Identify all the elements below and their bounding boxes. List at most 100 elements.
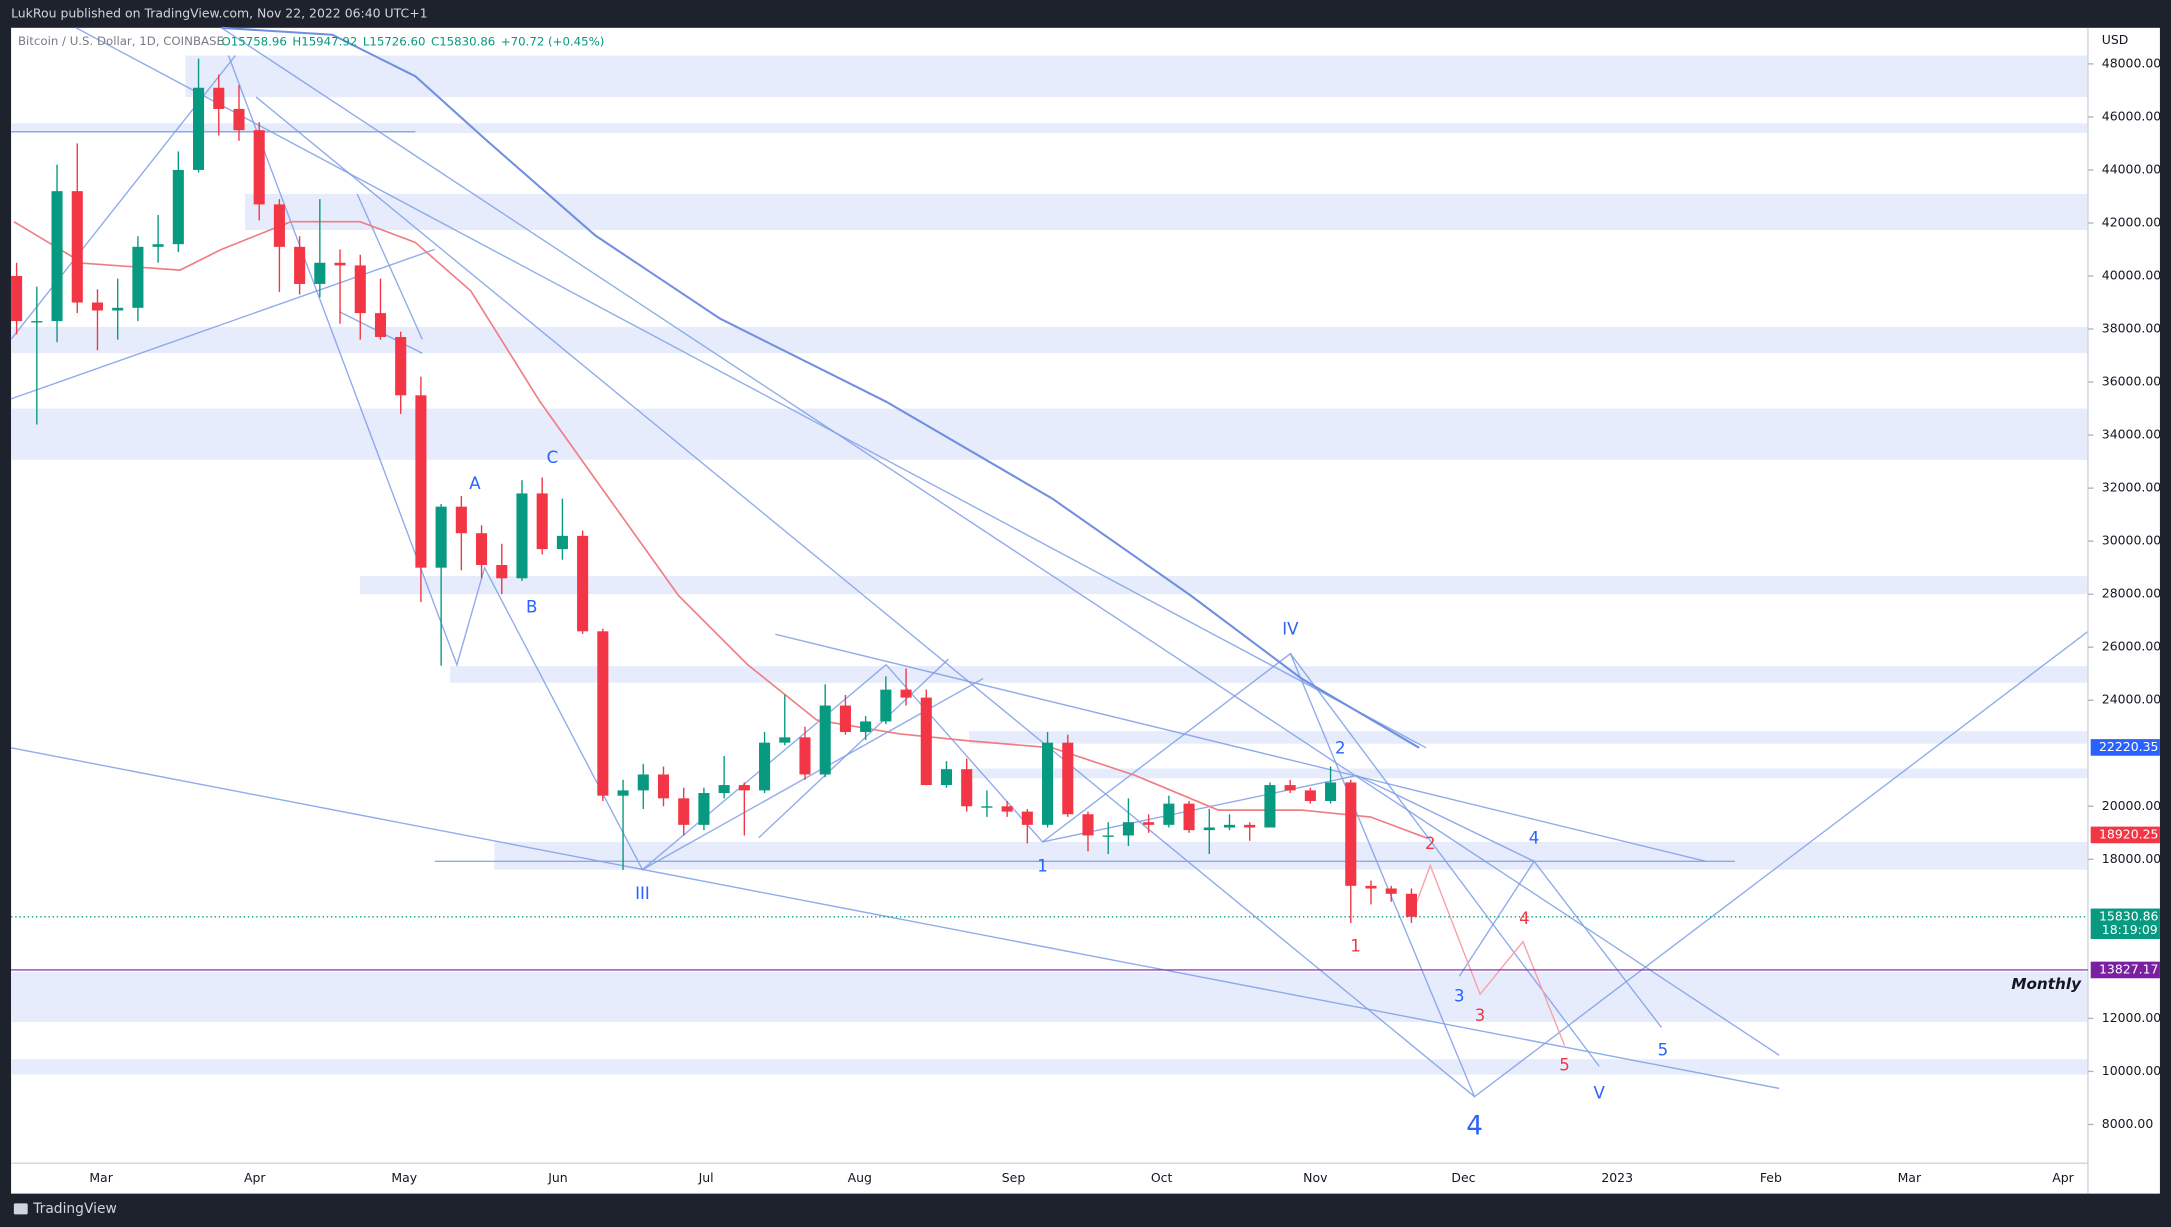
annotation: 4 (1529, 829, 1540, 848)
annotation: 5 (1559, 1056, 1570, 1075)
annotation: 2 (1425, 834, 1436, 853)
trendline (255, 96, 1476, 1098)
candle-body (455, 506, 467, 534)
candle-body (71, 191, 83, 303)
price-label-box (2090, 826, 2160, 844)
y-tick-label: 44000.00 (2102, 161, 2161, 176)
wave-path (1042, 774, 1663, 1028)
zone (969, 768, 2088, 779)
annotation: 1 (1350, 937, 1361, 956)
x-tick-label: 2023 (1601, 1170, 1633, 1185)
candle-body (718, 785, 730, 794)
x-tick-label: Mar (1898, 1170, 1922, 1185)
candle-body (637, 774, 649, 791)
annotation: 1 (1037, 856, 1048, 875)
x-tick-label: Mar (89, 1170, 113, 1185)
y-tick-label: 30000.00 (2102, 533, 2161, 548)
candle-body (597, 631, 609, 796)
annotation: 4 (1466, 1112, 1483, 1142)
candle-body (213, 87, 225, 109)
y-tick-label: 12000.00 (2102, 1010, 2161, 1025)
trendline (356, 193, 423, 340)
candle-body (1203, 827, 1215, 831)
candle-body (1122, 822, 1134, 836)
candle-body (152, 244, 164, 247)
publisher: LukRou published on TradingView.com, Nov… (11, 5, 428, 20)
candle-body (940, 769, 953, 786)
candle-body (880, 689, 892, 722)
candle-body (1365, 885, 1377, 889)
candle-body (1042, 742, 1054, 825)
candle-body (294, 246, 306, 284)
y-tick-label: 28000.00 (2102, 586, 2161, 601)
zone (185, 55, 2088, 98)
ohlc-legend: O15758.96 H15947.92 L15726.60 C15830.86 +70.… (222, 34, 605, 48)
candle-body (132, 246, 144, 308)
candle-body (839, 705, 851, 733)
candle-body (1325, 782, 1337, 801)
candle-body (779, 737, 791, 743)
candle-body (1102, 835, 1114, 837)
zone (11, 408, 2088, 460)
annotation: III (635, 884, 650, 903)
annotation: 3 (1475, 1006, 1486, 1025)
candle-body (395, 336, 407, 396)
zone (449, 666, 2088, 683)
moving-average (13, 220, 1427, 839)
trendline (775, 633, 1706, 863)
candle-body (1345, 782, 1357, 886)
ohlc-value: O15758.96 (222, 34, 287, 48)
candle-body (91, 302, 104, 311)
x-tick-label: Feb (1760, 1170, 1782, 1185)
zones (11, 55, 2088, 1075)
annotation: V (1593, 1083, 1605, 1102)
annotation: A (469, 474, 481, 493)
y-tick-label: 24000.00 (2102, 692, 2161, 707)
candle-body (1062, 742, 1074, 815)
price-label-box (2090, 739, 2160, 756)
trendline (75, 27, 1427, 749)
candle-body (253, 130, 265, 205)
candle-body (112, 307, 124, 311)
x-tick-label: Apr (244, 1170, 266, 1185)
zone (11, 972, 2088, 1022)
candle-body (1021, 811, 1033, 825)
candle-body (617, 790, 629, 796)
candle-body (233, 108, 245, 131)
zone (11, 326, 2088, 354)
ohlc-value: H15947.92 (292, 34, 357, 48)
price-label: 15830.86 (2099, 908, 2158, 923)
candle-body (1264, 785, 1276, 828)
y-tick-label: 34000.00 (2102, 427, 2161, 442)
annotation: 2 (1335, 739, 1346, 758)
y-tick-label: 38000.00 (2102, 321, 2161, 336)
candle-body (334, 262, 346, 266)
zone (359, 576, 2088, 595)
candle-body (759, 742, 771, 791)
y-tick-label: 10000.00 (2102, 1063, 2161, 1078)
candle-body (1244, 824, 1256, 828)
price-label-box (2090, 961, 2160, 979)
candle-body (1163, 803, 1175, 825)
annotation: 5 (1658, 1041, 1669, 1060)
annotations: A C B III IV 2 1 2 4 4 1 3 3 5 5 V 4 Mon… (469, 448, 2082, 1142)
annotation: Monthly (2011, 975, 2082, 993)
y-tick-label: 42000.00 (2102, 214, 2161, 229)
candle-body (172, 169, 184, 245)
annotation: 3 (1454, 987, 1465, 1006)
candle-body (415, 395, 427, 568)
symbol-title: Bitcoin / U.S. Dollar, 1D, COINBASE (18, 34, 224, 48)
candle-body (577, 535, 589, 632)
candle-body (314, 262, 326, 284)
annotation: B (526, 597, 537, 616)
y-tick-label: 8000.00 (2102, 1116, 2154, 1131)
candle-body (961, 769, 973, 807)
candle-body (799, 737, 811, 775)
moving-average (221, 26, 1420, 749)
y-tick-label: 26000.00 (2102, 639, 2161, 654)
candle-body (1223, 824, 1236, 828)
y-tick-label: 18000.00 (2102, 851, 2161, 866)
candle-body (1082, 814, 1094, 836)
candle-body (678, 798, 690, 825)
candle-body (920, 697, 932, 786)
